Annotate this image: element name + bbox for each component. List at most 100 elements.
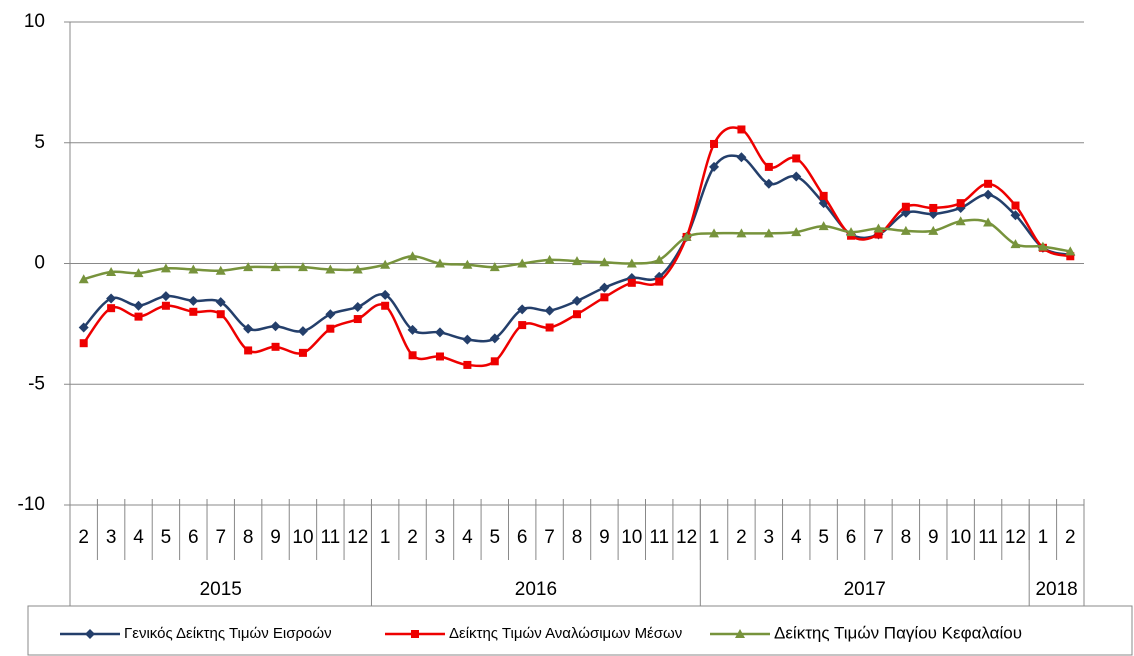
data-point — [381, 301, 390, 310]
data-point — [819, 191, 828, 200]
data-point — [188, 295, 199, 306]
data-point — [955, 216, 966, 226]
data-point — [517, 258, 528, 268]
x-tick-label: 3 — [106, 527, 117, 548]
x-tick-label: 9 — [599, 527, 610, 548]
data-point — [434, 258, 445, 268]
legend-marker — [411, 630, 419, 638]
data-point — [544, 254, 555, 264]
data-point — [216, 310, 225, 319]
data-point — [736, 152, 747, 163]
data-point — [900, 225, 911, 235]
data-point — [380, 289, 391, 300]
data-point — [270, 321, 281, 332]
data-point — [160, 291, 171, 302]
data-point — [297, 262, 308, 272]
data-point — [763, 228, 774, 238]
data-point — [407, 251, 418, 261]
data-point — [928, 225, 939, 235]
data-point — [160, 263, 171, 273]
data-point — [956, 199, 965, 208]
x-tick-label: 11 — [649, 527, 669, 548]
data-point — [161, 301, 170, 310]
data-point — [874, 230, 883, 239]
y-tick-label: 10 — [24, 11, 45, 32]
legend-marker — [85, 629, 95, 639]
x-tick-label: 9 — [270, 527, 281, 548]
x-tick-label: 2 — [1065, 527, 1076, 548]
x-tick-label: 4 — [133, 527, 144, 548]
data-point — [380, 259, 391, 269]
series-line — [82, 126, 1071, 368]
x-tick-label: 5 — [818, 527, 829, 548]
data-point — [764, 162, 773, 171]
x-tick-label: 3 — [435, 527, 446, 548]
data-point — [709, 161, 720, 172]
data-point — [326, 324, 335, 333]
data-point — [189, 307, 198, 316]
x-tick-label: 11 — [320, 527, 340, 548]
data-point — [681, 231, 692, 241]
data-point — [736, 228, 747, 238]
data-point — [489, 333, 500, 344]
x-tick-label: 12 — [676, 527, 697, 548]
data-point — [627, 278, 636, 287]
legend-box — [27, 605, 1133, 656]
data-point — [78, 322, 89, 333]
x-tick-label: 12 — [347, 527, 368, 548]
data-point — [78, 274, 89, 284]
data-point — [737, 125, 746, 134]
data-point — [188, 264, 199, 274]
data-point — [434, 327, 445, 338]
data-point — [901, 202, 910, 211]
data-point — [599, 282, 610, 293]
data-point — [352, 301, 363, 312]
data-point — [763, 178, 774, 189]
data-point — [243, 262, 254, 272]
data-point — [710, 139, 719, 148]
x-tick-label: 6 — [846, 527, 857, 548]
data-point — [352, 264, 363, 274]
data-point — [573, 310, 581, 319]
data-point — [929, 203, 938, 212]
data-point — [297, 326, 308, 337]
data-point — [243, 323, 254, 334]
x-tick-label: 10 — [621, 527, 642, 548]
data-point — [873, 223, 884, 233]
x-tick-label: 6 — [188, 527, 199, 548]
data-point — [545, 323, 554, 332]
x-tick-label: 8 — [243, 527, 254, 548]
data-point — [271, 342, 280, 351]
data-point — [298, 348, 307, 357]
legend-marker — [735, 629, 745, 638]
data-point — [133, 268, 144, 278]
data-point — [791, 171, 802, 182]
x-tick-label: 12 — [1005, 527, 1026, 548]
data-point — [490, 357, 499, 366]
x-tick-label: 4 — [462, 527, 473, 548]
x-tick-label: 11 — [978, 527, 998, 548]
x-tick-label: 2 — [736, 527, 747, 548]
data-point — [462, 334, 473, 345]
data-point — [1066, 252, 1075, 261]
x-tick-label: 7 — [873, 527, 884, 548]
data-point — [106, 266, 117, 276]
x-tick-label: 7 — [544, 527, 555, 548]
data-point — [983, 217, 994, 227]
x-tick-label: 6 — [517, 527, 528, 548]
data-point — [1011, 201, 1020, 210]
x-tick-label: 5 — [161, 527, 172, 548]
data-point — [244, 346, 253, 355]
data-point — [600, 293, 609, 302]
data-point — [1065, 246, 1076, 256]
y-tick-label: -5 — [28, 373, 45, 394]
data-point — [626, 258, 637, 268]
data-point — [325, 309, 336, 320]
data-point — [984, 179, 993, 188]
data-point — [463, 360, 472, 369]
data-point — [572, 295, 582, 306]
data-point — [270, 262, 281, 272]
data-point — [134, 312, 143, 321]
x-tick-label: 1 — [1038, 527, 1049, 548]
